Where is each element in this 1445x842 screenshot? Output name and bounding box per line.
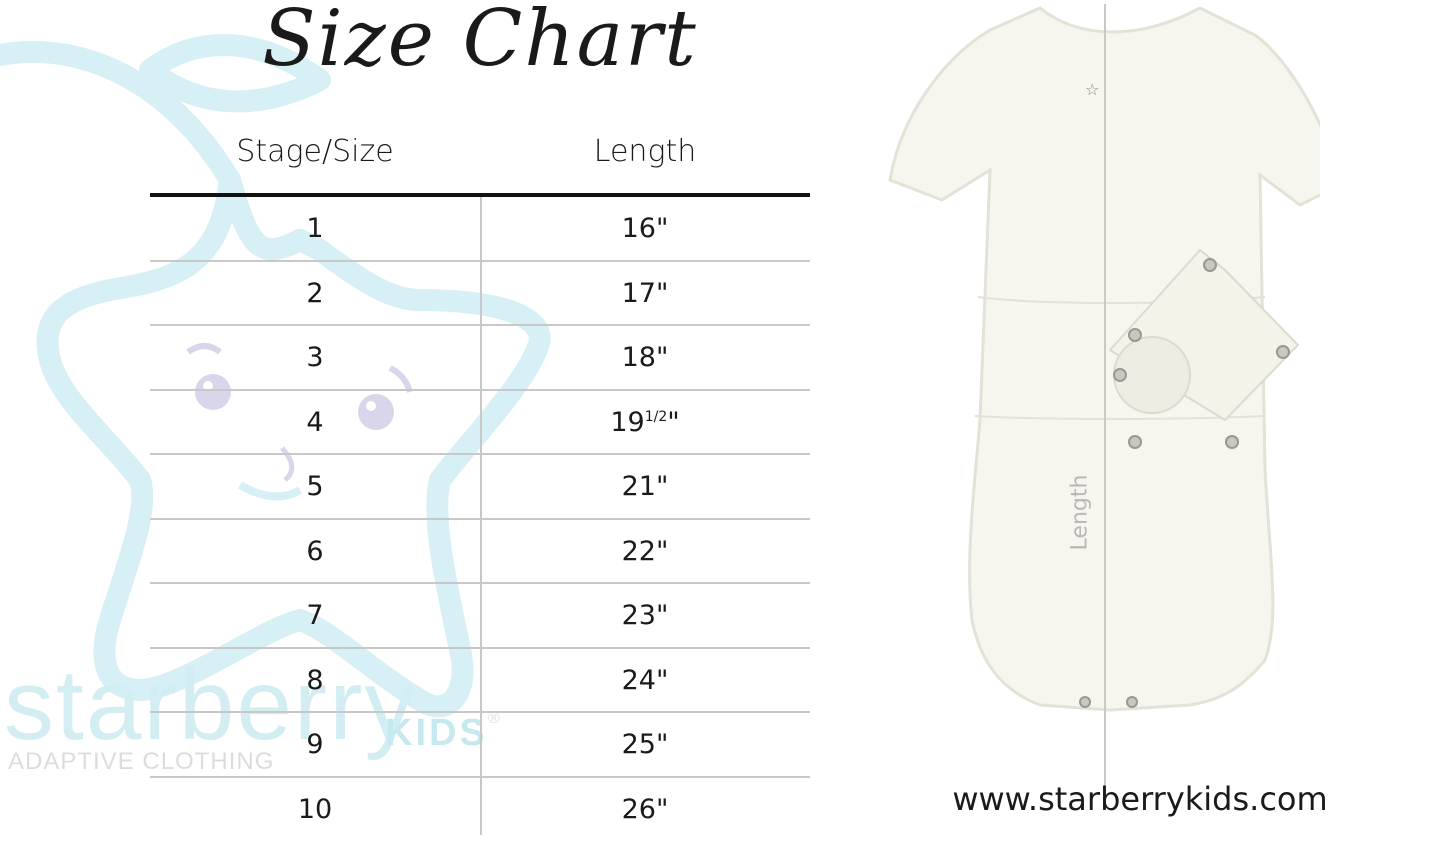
length-cell: 17" <box>480 262 810 326</box>
column-header-length: Length <box>480 134 810 169</box>
table-row: 7 23" <box>150 584 810 649</box>
length-value: 24" <box>622 665 669 696</box>
size-cell: 1 <box>150 197 480 261</box>
length-cell: 191/2" <box>480 391 810 455</box>
size-cell: 7 <box>150 584 480 648</box>
bodysuit-image: ☆ <box>880 0 1320 780</box>
length-cell: 22" <box>480 520 810 584</box>
length-cell: 21" <box>480 455 810 519</box>
size-cell: 5 <box>150 455 480 519</box>
length-cell: 25" <box>480 713 810 777</box>
size-cell: 6 <box>150 520 480 584</box>
length-value: 19 <box>610 407 644 438</box>
length-cell: 16" <box>480 197 810 261</box>
table-row: 5 21" <box>150 455 810 520</box>
length-value: 21" <box>622 471 669 502</box>
length-value: 26" <box>622 794 669 825</box>
length-value: 18" <box>622 342 669 373</box>
length-fraction: 1/2 <box>645 409 668 425</box>
table-row: 9 25" <box>150 713 810 778</box>
table-row: 6 22" <box>150 520 810 585</box>
page-title: Size Chart <box>150 0 810 84</box>
size-cell: 8 <box>150 649 480 713</box>
size-cell: 10 <box>150 778 480 842</box>
website-url: www.starberrykids.com <box>900 780 1380 818</box>
table-row: 1 16" <box>150 197 810 262</box>
length-cell: 18" <box>480 326 810 390</box>
length-value: 22" <box>622 536 669 567</box>
length-cell: 26" <box>480 778 810 842</box>
length-cell: 23" <box>480 584 810 648</box>
length-value: 25" <box>622 729 669 760</box>
size-cell: 2 <box>150 262 480 326</box>
garment-tag-logo: ☆ <box>1085 80 1099 99</box>
size-cell: 9 <box>150 713 480 777</box>
length-value: 16" <box>622 213 669 244</box>
table-row: 10 26" <box>150 778 810 842</box>
table-row: 2 17" <box>150 262 810 327</box>
size-cell: 4 <box>150 391 480 455</box>
length-measure-label: Length <box>1068 473 1093 553</box>
length-value: 23" <box>622 600 669 631</box>
table-row: 8 24" <box>150 649 810 714</box>
length-cell: 24" <box>480 649 810 713</box>
column-header-size: Stage/Size <box>150 134 480 169</box>
size-cell: 3 <box>150 326 480 390</box>
length-value: 17" <box>622 278 669 309</box>
length-unit: " <box>667 407 679 438</box>
table-row: 4 191/2" <box>150 391 810 456</box>
table-row: 3 18" <box>150 326 810 391</box>
length-measure-line <box>1104 4 1106 810</box>
